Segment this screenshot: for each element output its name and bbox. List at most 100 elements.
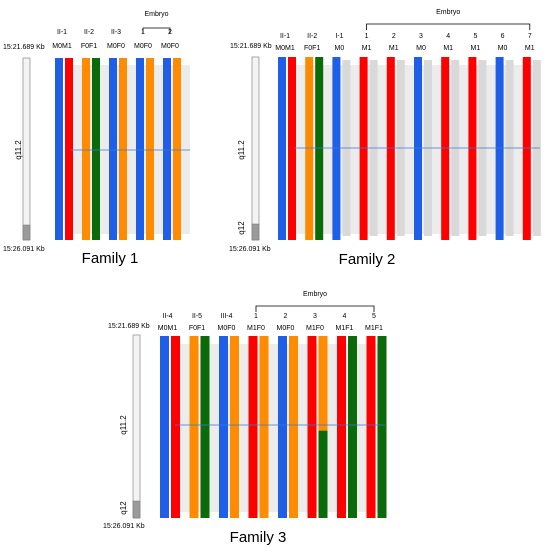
- ideogram-body: [22, 57, 31, 241]
- member-id-label: 7: [528, 33, 532, 40]
- member-genotype-label: M0F0: [277, 325, 295, 332]
- band-label: q11.2: [237, 140, 246, 160]
- member-genotype-label: F0F1: [189, 325, 205, 332]
- family-3-panel: 15:21.689 Kb 15:26.091 Kb q11.2 q12 II-4 M0M1…: [103, 291, 387, 546]
- member-genotype-label: M1: [525, 45, 535, 52]
- member-column: II-4 M0M1: [158, 313, 180, 518]
- member-id-label: 6: [501, 33, 505, 40]
- haplotype-strand: [318, 336, 328, 431]
- member-id-label: 3: [419, 33, 423, 40]
- embryo-label: Embryo: [303, 291, 327, 298]
- haplotype-strand: [495, 57, 504, 240]
- member-column: II-1 M0M1: [275, 33, 296, 240]
- haplotype-strand: [248, 336, 258, 518]
- haplotype-strand: [160, 336, 169, 518]
- member-id-label: III-4: [220, 313, 232, 320]
- member-id-label: II-2: [307, 33, 317, 40]
- start-coordinate-label: 15:21.689 Kb: [230, 43, 272, 50]
- member-column: II-2 F0F1: [81, 29, 100, 240]
- haplotype-strand: [173, 58, 181, 240]
- member-genotype-label: M1: [443, 45, 453, 52]
- ideogram-body: [251, 56, 260, 241]
- haplotype-strand: [337, 336, 346, 518]
- member-genotype-label: M0M1: [275, 45, 295, 52]
- member-id-label: 1: [254, 313, 258, 320]
- haplotype-strand: [92, 58, 100, 240]
- member-genotype-label: M0F0: [218, 325, 236, 332]
- haplotype-strand-recombinant: [318, 430, 328, 518]
- haplotype-strand: [119, 58, 127, 240]
- member-genotype-label: M0F0: [161, 43, 179, 50]
- haplotype-strand: [305, 57, 314, 240]
- member-genotype-label: M0: [498, 45, 508, 52]
- haplotype-strand: [278, 336, 287, 518]
- haplotype-strand: [441, 57, 450, 240]
- member-id-label: 5: [372, 313, 376, 320]
- ideogram-dark-band: [132, 500, 141, 519]
- member-column: II-2 F0F1: [304, 33, 324, 240]
- haplotype-strand: [468, 57, 477, 240]
- band-label: q11.2: [119, 415, 128, 435]
- member-genotype-label: M0M1: [52, 43, 72, 50]
- haplotype-strand: [82, 58, 90, 240]
- haplotype-strand: [136, 58, 144, 240]
- haplotype-strand: [189, 336, 199, 518]
- haplotype-strand: [522, 57, 531, 240]
- ideogram-body: [132, 334, 141, 519]
- band-label: q11.2: [14, 140, 23, 160]
- member-genotype-label: M0: [416, 45, 426, 52]
- member-genotype-label: M0: [335, 45, 345, 52]
- family-title: Family 3: [230, 529, 287, 546]
- member-genotype-label: M1F1: [365, 325, 383, 332]
- member-column: 3 M1F0: [306, 313, 328, 518]
- haplotype-strand: [65, 58, 73, 240]
- member-column: 2 M0F0: [277, 313, 298, 518]
- embryo-bracket-line: [142, 27, 171, 34]
- haplotype-strand: [163, 58, 171, 240]
- haplotype-strand: [386, 57, 395, 240]
- member-genotype-label: M1F0: [306, 325, 324, 332]
- chromosome-ideogram: [251, 56, 260, 241]
- member-id-label: 3: [313, 313, 317, 320]
- haplotype-strand: [230, 336, 239, 518]
- member-id-label: II-5: [192, 313, 202, 320]
- member-column: 1 M1F0: [247, 313, 269, 518]
- member-id-label: 4: [446, 33, 450, 40]
- end-coordinate-label: 15:26.091 Kb: [229, 246, 271, 253]
- member-column: II-3 M0F0: [107, 29, 127, 240]
- member-column: III-4 M0F0: [218, 313, 239, 518]
- embryo-bracket-line: [255, 305, 375, 312]
- member-genotype-label: F0F1: [81, 43, 97, 50]
- haplotype-strand: [377, 336, 387, 518]
- haplotype-strand: [359, 57, 368, 240]
- start-coordinate-label: 15:21.689 Kb: [3, 44, 45, 51]
- haplotype-strand: [307, 336, 317, 518]
- haplotype-strand: [348, 336, 357, 518]
- member-id-label: II-3: [111, 29, 121, 36]
- member-id-label: II-1: [280, 33, 290, 40]
- member-id-label: 4: [343, 313, 347, 320]
- chromosome-ideogram: [22, 57, 31, 241]
- ideogram-dark-band: [251, 223, 260, 241]
- end-coordinate-label: 15:26.091 Kb: [3, 246, 45, 253]
- haplotype-strand: [289, 336, 298, 518]
- ideogram-dark-band: [22, 224, 31, 241]
- haplotype-strand: [366, 336, 376, 518]
- family-title: Family 1: [82, 250, 139, 267]
- member-genotype-label: M1: [389, 45, 399, 52]
- haplotype-strand: [315, 57, 324, 240]
- member-column: II-1 M0M1: [52, 29, 73, 240]
- member-column: 4 M1F1: [336, 313, 357, 518]
- haplotype-strand: [414, 57, 422, 240]
- embryo-bracket-line: [366, 23, 531, 30]
- embryo-label: Embryo: [144, 11, 168, 18]
- member-genotype-label: F0F1: [304, 45, 320, 52]
- haplotype-strand: [332, 57, 341, 240]
- family-title: Family 2: [339, 251, 396, 268]
- member-id-label: II-1: [57, 29, 67, 36]
- member-id-label: II-2: [84, 29, 94, 36]
- haplotype-strand: [288, 57, 296, 240]
- member-id-label: II-4: [162, 313, 172, 320]
